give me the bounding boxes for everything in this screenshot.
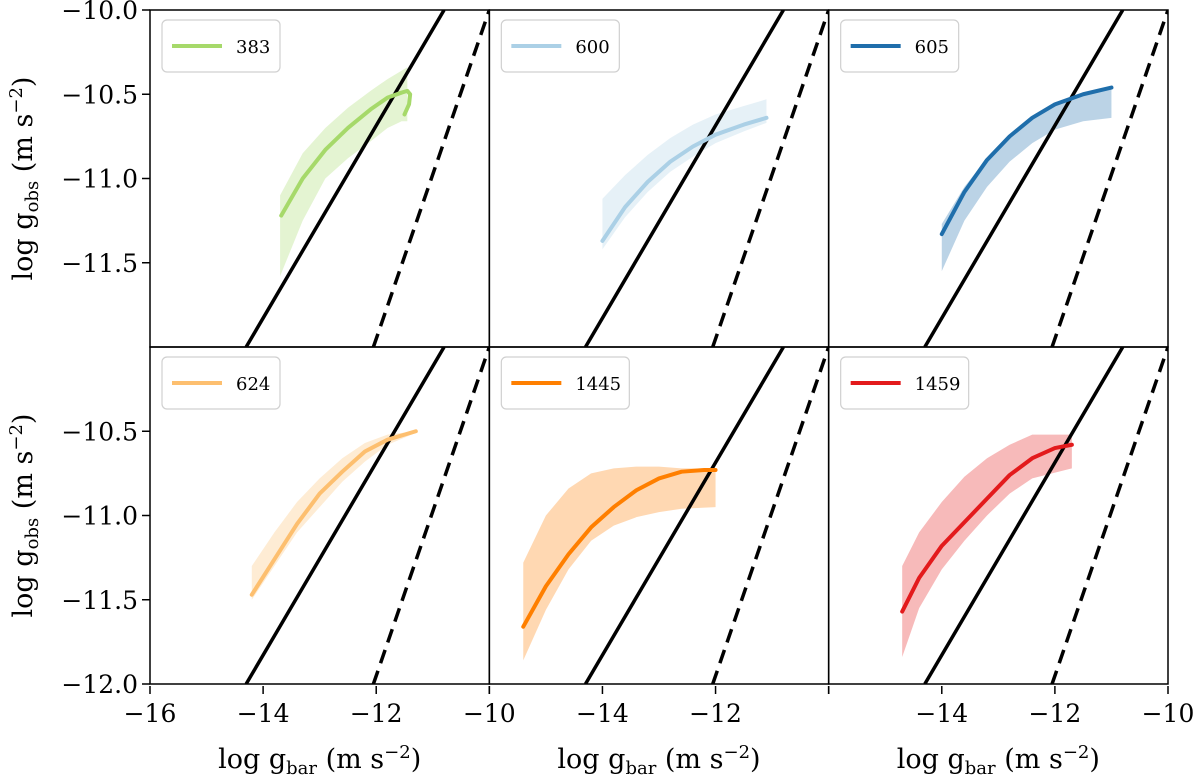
x-tick-label: −10 <box>463 699 516 728</box>
legend-1459: 1459 <box>840 356 970 410</box>
y-tick-label: −11.5 <box>61 586 138 615</box>
axes-layer: −16 −14 −12 −10 log gbar (m s−2) −14 −12 log gb… <box>6 0 1194 778</box>
series-line-1445 <box>521 468 718 629</box>
legend-624: 624 <box>161 356 281 410</box>
legend-label: 1445 <box>575 374 621 395</box>
band-605 <box>941 85 1112 272</box>
legend-1445: 1445 <box>500 356 630 410</box>
y-tick-label: −10.5 <box>61 80 138 109</box>
band-1445 <box>523 466 716 661</box>
reference-line-solid <box>583 10 785 347</box>
y-tick-label: −11.0 <box>61 165 138 194</box>
reference-line-solid <box>923 347 1125 684</box>
legend-box <box>840 356 970 410</box>
y-axis-label: log gobs (m s−2) <box>6 414 43 618</box>
reference-line-dashed <box>711 10 829 347</box>
reference-line-dashed <box>371 10 490 347</box>
y-tick-label: −10.5 <box>61 417 138 446</box>
y-tick-label: −10.0 <box>61 0 138 25</box>
legend-383: 383 <box>161 19 281 73</box>
panel-383 <box>244 10 490 347</box>
band-1459 <box>902 434 1072 658</box>
x-tick-label: −14 <box>576 699 629 728</box>
band-600 <box>602 99 767 250</box>
x-axis-label: log gbar (m s−2) <box>557 742 760 778</box>
panel-605 <box>923 10 1169 347</box>
y-axis-label: log gobs (m s−2) <box>6 77 43 281</box>
panels-layer: 383 600 605 624 1445 1459 <box>161 10 1169 684</box>
legend-605: 605 <box>840 19 960 73</box>
x-tick-label: −12 <box>350 699 403 728</box>
x-tick-label: −12 <box>689 699 742 728</box>
panel-frame <box>827 346 1169 685</box>
legend-label: 1459 <box>915 374 961 395</box>
reference-line-solid <box>244 347 446 684</box>
x-tick-label: −14 <box>915 699 968 728</box>
legend-600: 600 <box>500 19 620 73</box>
band-383 <box>280 67 408 277</box>
series-line-383 <box>279 88 413 218</box>
x-axis-label: log gbar (m s−2) <box>218 742 421 778</box>
reference-line-dashed <box>1050 10 1169 347</box>
legend-box <box>500 356 630 410</box>
legend-label: 605 <box>915 37 949 58</box>
reference-line-dashed <box>371 347 490 684</box>
x-tick-label: −10 <box>1142 699 1195 728</box>
legend-label: 624 <box>236 374 270 395</box>
panel-600 <box>583 10 829 347</box>
band-624 <box>251 431 416 600</box>
panel-1459 <box>900 347 1169 684</box>
reference-line-solid <box>583 347 785 684</box>
reference-line-dashed <box>1050 347 1169 684</box>
series-line-624 <box>249 429 418 597</box>
x-axis-label: log gbar (m s−2) <box>897 742 1100 778</box>
x-tick-label: −16 <box>124 699 177 728</box>
legend-label: 600 <box>575 37 609 58</box>
legend-label: 383 <box>236 37 270 58</box>
x-tick-label: −12 <box>1029 699 1082 728</box>
panel-624 <box>244 347 490 684</box>
reference-line-solid <box>923 10 1125 347</box>
y-tick-label: −11.0 <box>61 502 138 531</box>
series-line-600 <box>600 115 769 243</box>
reference-line-solid <box>244 10 446 347</box>
series-line-605 <box>939 85 1114 237</box>
panel-1445 <box>521 347 829 684</box>
y-tick-label: −11.5 <box>61 249 138 278</box>
series-line-1459 <box>900 442 1074 614</box>
reference-line-dashed <box>711 347 829 684</box>
x-tick-label: −14 <box>237 699 290 728</box>
y-tick-label: −12.0 <box>61 670 138 699</box>
